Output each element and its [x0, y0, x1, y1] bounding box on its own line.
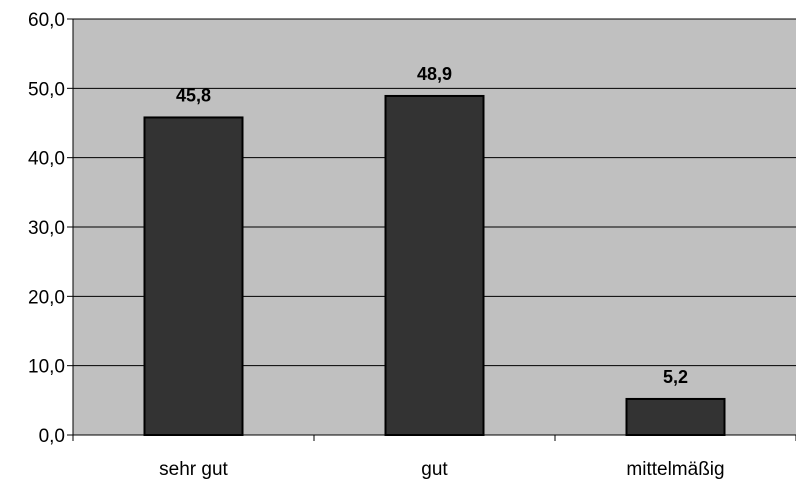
bar-2 — [384, 94, 485, 437]
data-label: 5,2 — [663, 367, 688, 387]
y-tick-label: 40,0 — [28, 149, 65, 170]
x-category-label: gut — [421, 459, 448, 480]
bar-1 — [143, 116, 244, 436]
axes — [67, 18, 796, 441]
labels: 0,0 10,0 20,0 30,0 40,0 50,0 60,0 45,8 sehr gut 4… — [28, 10, 725, 480]
x-category-label: sehr gut — [159, 459, 228, 480]
y-tick-label: 0,0 — [39, 426, 65, 447]
data-label: 45,8 — [176, 85, 211, 105]
x-category-label: mittelmäßig — [626, 459, 724, 480]
y-tick-label: 50,0 — [28, 79, 65, 100]
y-tick-label: 20,0 — [28, 287, 65, 308]
bar-3 — [625, 397, 726, 436]
y-tick-label: 30,0 — [28, 218, 65, 239]
data-label: 48,9 — [417, 64, 452, 84]
bars — [143, 94, 726, 437]
y-tick-label: 60,0 — [28, 10, 65, 31]
y-tick-label: 10,0 — [28, 357, 65, 378]
